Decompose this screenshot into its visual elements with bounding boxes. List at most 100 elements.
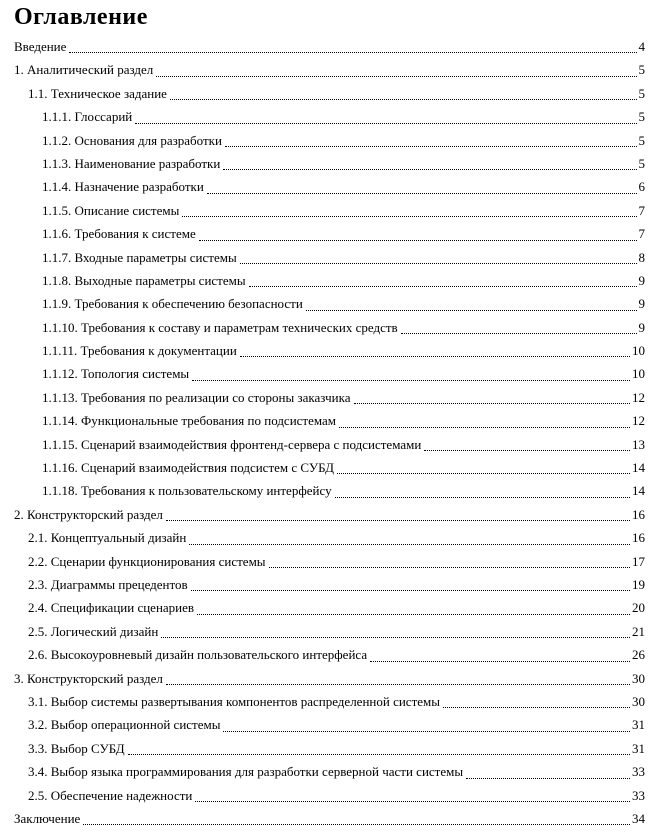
toc-entry-page-number: 7 [638, 226, 646, 242]
toc-entry[interactable]: 1.1.11. Требования к документации 10 [14, 339, 645, 362]
toc-entry-label: 1.1.13. Требования по реализации со стор… [42, 389, 351, 405]
toc-entry[interactable]: 2.6. Высокоуровневый дизайн пользователь… [14, 643, 645, 666]
toc-entry-label: 1.1.6. Требования к системе [42, 226, 196, 242]
dot-leader [127, 754, 630, 756]
toc-entry[interactable]: 1.1.18. Требования к пользовательскому и… [14, 479, 645, 502]
dot-leader [223, 169, 637, 171]
dot-leader [197, 613, 630, 615]
dot-leader [336, 473, 630, 475]
toc-entry-page-number: 33 [632, 787, 645, 803]
toc-entry[interactable]: 1.1.12. Топология системы 10 [14, 362, 645, 385]
toc-entry-page-number: 26 [632, 647, 645, 663]
toc-entry-page-number: 5 [638, 132, 646, 148]
dot-leader [223, 730, 630, 732]
toc-entry[interactable]: Заключение 34 [14, 807, 645, 830]
toc-entry-page-number: 12 [632, 389, 645, 405]
dot-leader [69, 52, 637, 54]
toc-entry[interactable]: 1.1.8. Выходные параметры системы 9 [14, 269, 645, 292]
dot-leader [190, 590, 630, 592]
dot-leader [239, 356, 630, 358]
toc-entry-page-number: 33 [632, 764, 645, 780]
dot-leader [189, 543, 630, 545]
toc-entry[interactable]: 1.1.15. Сценарий взаимодействия фронтенд… [14, 433, 645, 456]
toc-entry-page-number: 5 [638, 109, 646, 125]
toc-entry-label: 3.4. Выбор языка программирования для ра… [28, 764, 464, 780]
toc-entry[interactable]: 2.2. Сценарии функционирования системы 1… [14, 550, 645, 573]
toc-entry-label: 2.5. Обеспечение надежности [28, 787, 193, 803]
toc-entry-page-number: 5 [638, 85, 646, 101]
toc-entry-page-number: 5 [638, 62, 646, 78]
toc-entry-page-number: 17 [632, 553, 645, 569]
toc-entry-page-number: 10 [632, 343, 645, 359]
dot-leader [165, 520, 630, 522]
toc-entry-label: 2.3. Диаграммы прецедентов [28, 576, 188, 592]
dot-leader [305, 309, 637, 311]
toc-entry-label: 2.6. Высокоуровневый дизайн пользователь… [28, 647, 368, 663]
toc-entry-page-number: 31 [632, 717, 645, 733]
toc-entry[interactable]: 2.4. Спецификации сценариев 20 [14, 596, 645, 619]
toc-entry[interactable]: 2.5. Обеспечение надежности 33 [14, 784, 645, 807]
toc-entry[interactable]: 2. Конструкторский раздел 16 [14, 503, 645, 526]
toc-entry[interactable]: 1.1.6. Требования к системе 7 [14, 222, 645, 245]
toc-entry[interactable]: 1.1.5. Описание системы 7 [14, 199, 645, 222]
toc-entry-page-number: 31 [632, 740, 645, 756]
toc-entry-page-number: 8 [638, 249, 646, 265]
dot-leader [239, 262, 637, 264]
toc-entry[interactable]: 3.1. Выбор системы развертывания компоне… [14, 690, 645, 713]
toc-entry[interactable]: 1.1. Техническое задание 5 [14, 82, 645, 105]
toc-entry-page-number: 7 [638, 202, 646, 218]
toc-entry-label: 2. Конструкторский раздел [14, 506, 163, 522]
toc-entry[interactable]: 3.4. Выбор языка программирования для ра… [14, 760, 645, 783]
toc-entry[interactable]: 3. Конструкторский раздел 30 [14, 667, 645, 690]
toc-entry-label: 2.4. Спецификации сценариев [28, 600, 195, 616]
toc-entry-label: 1.1.15. Сценарий взаимодействия фронтенд… [42, 436, 422, 452]
toc-entry[interactable]: 1.1.14. Функциональные требования по под… [14, 409, 645, 432]
toc-entry-label: 1.1.4. Назначение разработки [42, 179, 204, 195]
toc-entry[interactable]: 1.1.4. Назначение разработки 6 [14, 175, 645, 198]
dot-leader [169, 99, 637, 101]
toc-entry-page-number: 14 [632, 483, 645, 499]
toc-entry[interactable]: 3.2. Выбор операционной системы 31 [14, 713, 645, 736]
toc-entry-label: 1.1.7. Входные параметры системы [42, 249, 237, 265]
toc-entry-page-number: 9 [638, 296, 646, 312]
toc-entry-page-number: 16 [632, 506, 645, 522]
toc-entry-label: Введение [14, 39, 67, 54]
toc-entry-page-number: 30 [632, 670, 645, 686]
toc-entry[interactable]: 2.3. Диаграммы прецедентов 19 [14, 573, 645, 596]
toc-entry-label: 1.1.5. Описание системы [42, 202, 180, 218]
toc-entry-label: 1.1.14. Функциональные требования по под… [42, 413, 337, 429]
toc-entry[interactable]: 1.1.13. Требования по реализации со стор… [14, 386, 645, 409]
toc-entry[interactable]: 2.5. Логический дизайн 21 [14, 620, 645, 643]
toc-entry[interactable]: 3.3. Выбор СУБД 31 [14, 737, 645, 760]
toc-entry-page-number: 9 [638, 272, 646, 288]
toc-entry-label: Заключение [14, 810, 81, 826]
dot-leader [83, 824, 630, 826]
dot-leader [161, 637, 630, 639]
dot-leader [182, 216, 637, 218]
page-title: Оглавление [14, 4, 148, 30]
toc-entry[interactable]: Введение 4 [14, 35, 645, 58]
dot-leader [165, 683, 630, 685]
toc-entry[interactable]: 1.1.10. Требования к составу и параметра… [14, 316, 645, 339]
toc-entry[interactable]: 1.1.9. Требования к обеспечению безопасн… [14, 292, 645, 315]
toc-entry-label: 1.1.3. Наименование разработки [42, 155, 221, 171]
dot-leader [466, 777, 630, 779]
toc-entry[interactable]: 1.1.1. Глоссарий 5 [14, 105, 645, 128]
dot-leader [424, 450, 630, 452]
toc-entry-page-number: 5 [638, 155, 646, 171]
toc-entry[interactable]: 1.1.2. Основания для разработки 5 [14, 129, 645, 152]
toc-entry[interactable]: 1.1.3. Наименование разработки 5 [14, 152, 645, 175]
dot-leader [156, 75, 637, 77]
toc-entry-label: 3. Конструкторский раздел [14, 670, 163, 686]
toc-entry-label: 1.1.8. Выходные параметры системы [42, 272, 246, 288]
toc-entry-label: 1.1.16. Сценарий взаимодействия подсисте… [42, 460, 334, 476]
toc-entry-page-number: 4 [638, 39, 646, 54]
toc-entry[interactable]: 1. Аналитический раздел 5 [14, 58, 645, 81]
dot-leader [224, 145, 637, 147]
toc-entry-page-number: 12 [632, 413, 645, 429]
toc-entry[interactable]: 1.1.16. Сценарий взаимодействия подсисте… [14, 456, 645, 479]
toc-entry[interactable]: 1.1.7. Входные параметры системы 8 [14, 246, 645, 269]
toc-entry[interactable]: 2.1. Концептуальный дизайн 16 [14, 526, 645, 549]
toc-entry-page-number: 16 [632, 530, 645, 546]
toc-entry-label: 2.5. Логический дизайн [28, 623, 159, 639]
